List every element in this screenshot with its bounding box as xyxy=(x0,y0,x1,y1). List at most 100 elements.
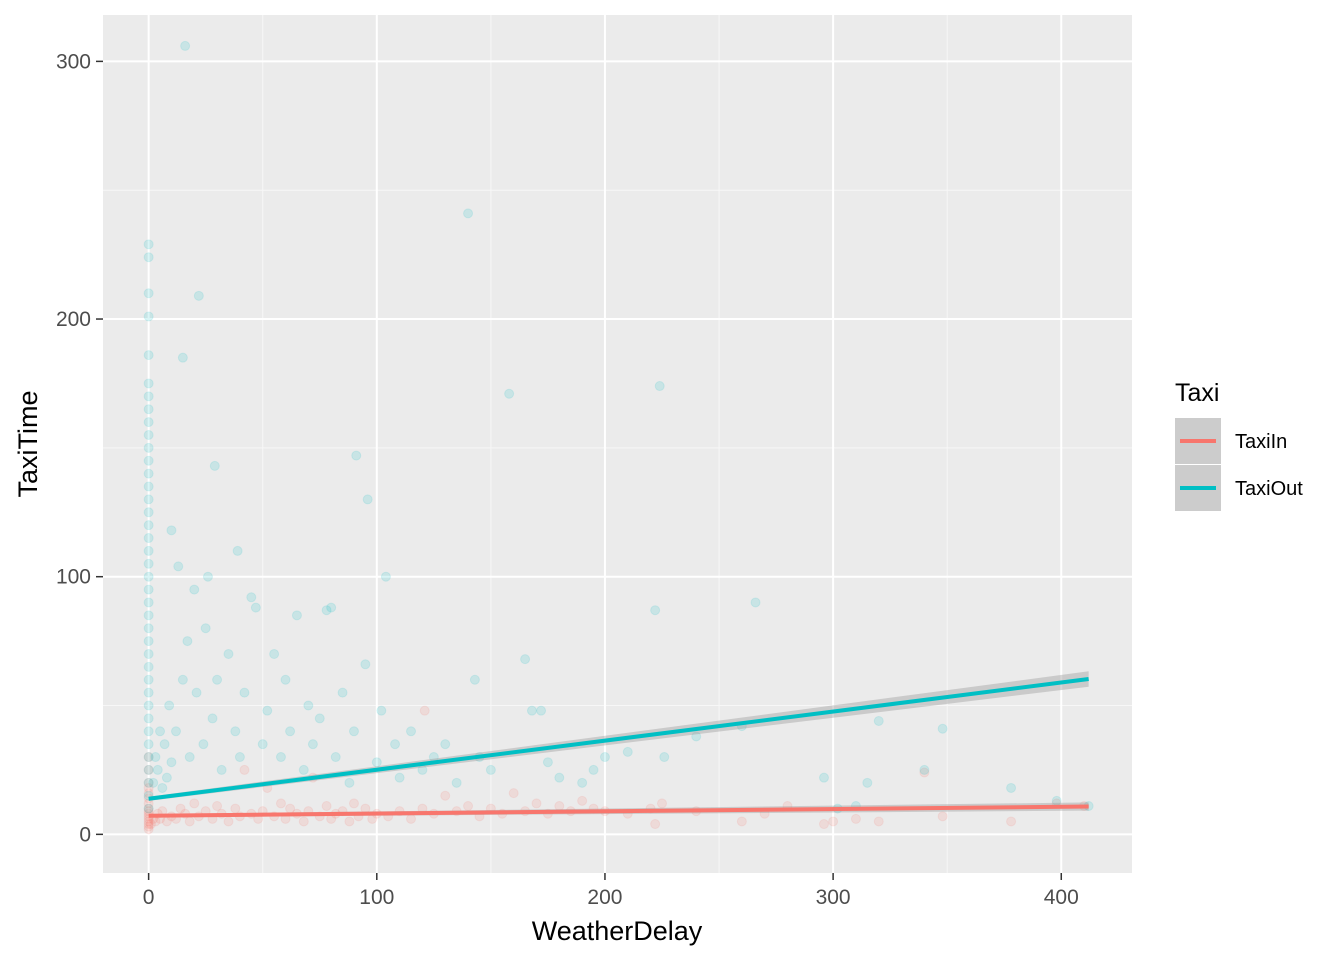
data-point xyxy=(919,767,930,778)
data-point xyxy=(143,803,154,814)
data-point xyxy=(171,726,182,737)
data-point xyxy=(536,705,547,716)
data-point xyxy=(143,819,154,830)
data-point xyxy=(937,811,948,822)
data-point xyxy=(143,311,154,322)
data-point xyxy=(463,801,474,812)
data-point xyxy=(291,610,302,621)
y-tick-label: 200 xyxy=(56,308,91,331)
data-point xyxy=(143,821,154,832)
data-point xyxy=(321,605,332,616)
data-point xyxy=(360,659,371,670)
data-point xyxy=(189,584,200,595)
y-tick-label: 300 xyxy=(56,50,91,73)
data-point xyxy=(577,795,588,806)
data-point xyxy=(348,726,359,737)
data-point xyxy=(143,648,154,659)
data-point xyxy=(303,700,314,711)
data-point xyxy=(177,674,188,685)
data-point xyxy=(828,816,839,827)
data-point xyxy=(351,450,362,461)
data-point xyxy=(143,442,154,453)
legend-label-taxiout: TaxiOut xyxy=(1235,478,1303,500)
data-point xyxy=(469,674,480,685)
data-point xyxy=(143,494,154,505)
data-point xyxy=(577,777,588,788)
data-point xyxy=(143,803,154,814)
data-point xyxy=(873,816,884,827)
data-point xyxy=(239,687,250,698)
data-point xyxy=(659,752,670,763)
data-point xyxy=(691,731,702,742)
data-point xyxy=(599,752,610,763)
data-point xyxy=(376,705,387,716)
legend-item-taxiin: TaxiIn xyxy=(1175,418,1287,464)
data-point xyxy=(362,494,373,505)
data-point xyxy=(656,798,667,809)
y-tick-label: 0 xyxy=(79,823,91,846)
y-axis: 0 100 200 300 xyxy=(56,50,103,846)
data-point xyxy=(750,597,761,608)
data-point xyxy=(202,571,213,582)
minor-gridlines xyxy=(103,15,1132,873)
data-point xyxy=(184,752,195,763)
data-point xyxy=(463,208,474,219)
data-point xyxy=(344,777,355,788)
data-point xyxy=(622,746,633,757)
data-point xyxy=(371,757,382,768)
data-point xyxy=(143,252,154,263)
data-point xyxy=(143,378,154,389)
data-point xyxy=(143,687,154,698)
data-point xyxy=(145,819,156,830)
data-point xyxy=(143,752,154,763)
data-point xyxy=(337,687,348,698)
data-point xyxy=(504,388,515,399)
data-point xyxy=(209,460,220,471)
data-point xyxy=(207,713,218,724)
data-point xyxy=(526,705,537,716)
data-point xyxy=(143,350,154,361)
data-point xyxy=(330,752,341,763)
data-point xyxy=(321,801,332,812)
data-point xyxy=(246,592,257,603)
data-point xyxy=(650,819,661,830)
data-point xyxy=(177,352,188,363)
data-point xyxy=(212,801,223,812)
data-point xyxy=(508,788,519,799)
data-point xyxy=(143,816,154,827)
legend: Taxi TaxiIn TaxiOut xyxy=(1175,379,1303,511)
data-point xyxy=(143,623,154,634)
data-point xyxy=(143,288,154,299)
data-point xyxy=(1006,782,1017,793)
data-point xyxy=(326,602,337,613)
data-point xyxy=(143,661,154,672)
data-point xyxy=(143,764,154,775)
data-point xyxy=(143,558,154,569)
data-point xyxy=(143,713,154,724)
data-point xyxy=(143,239,154,250)
trend-line-taxiout xyxy=(148,676,1089,801)
data-point xyxy=(873,715,884,726)
data-point xyxy=(298,764,309,775)
data-point xyxy=(143,824,154,835)
data-point xyxy=(143,533,154,544)
data-point xyxy=(200,623,211,634)
data-point xyxy=(554,772,565,783)
data-point xyxy=(223,816,234,827)
data-point xyxy=(143,782,154,793)
data-point xyxy=(143,752,154,763)
data-point xyxy=(155,726,166,737)
data-point xyxy=(143,636,154,647)
data-point xyxy=(1006,816,1017,827)
data-point xyxy=(143,610,154,621)
data-point xyxy=(173,561,184,572)
data-point xyxy=(148,777,159,788)
x-tick-label: 100 xyxy=(359,886,394,909)
data-point xyxy=(862,777,873,788)
data-point xyxy=(175,803,186,814)
data-point xyxy=(223,648,234,659)
data-point xyxy=(314,713,325,724)
x-tick-label: 400 xyxy=(1044,886,1079,909)
data-point xyxy=(239,764,250,775)
data-point xyxy=(182,636,193,647)
